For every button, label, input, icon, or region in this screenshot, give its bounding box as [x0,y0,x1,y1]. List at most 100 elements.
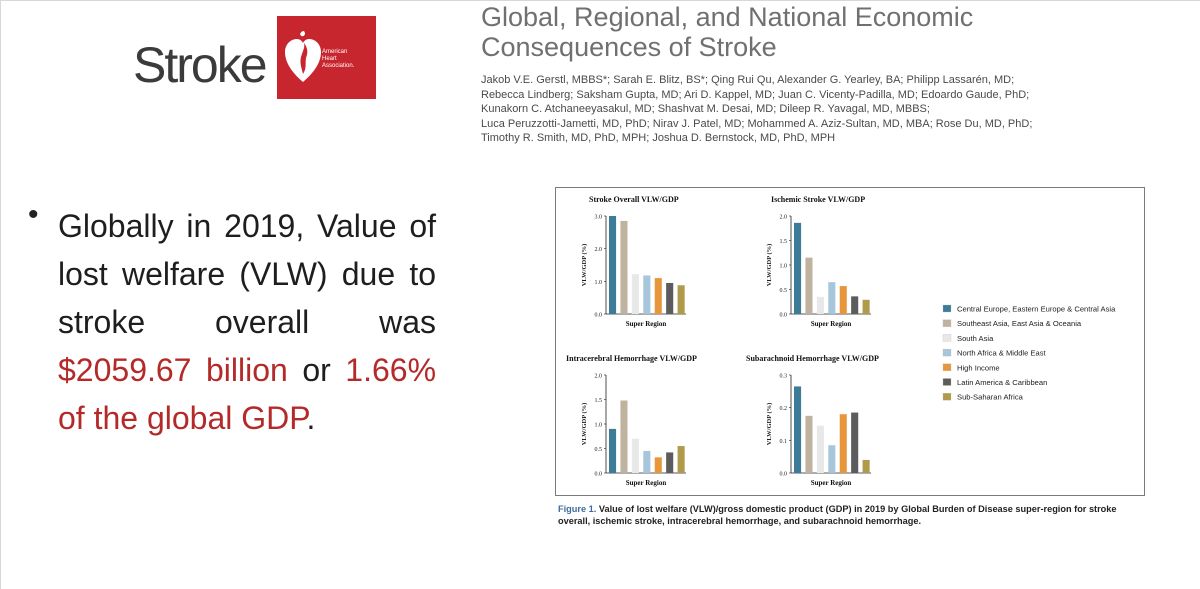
bar [666,452,674,473]
bar [666,282,674,314]
stroke-journal-logo: Stroke [133,37,268,93]
aha-line-2: Heart [322,56,337,62]
legend-label: Sub-Saharan Africa [957,393,1024,402]
chart-title: Subarachnoid Hemorrhage VLW/GDP [746,354,879,363]
gdp-share-highlight: 1.66% of the global GDP [58,352,437,436]
y-tick-label: 0.3 [780,374,788,380]
y-axis-label: VLW/GDP (%) [766,244,773,287]
bar [794,222,802,314]
bar [816,425,824,473]
x-axis-label: Super Region [811,479,852,487]
y-tick-label: 0.5 [780,288,788,294]
slide-border-top [0,0,1200,1]
bar [643,450,651,473]
legend-swatch [942,319,952,327]
chart-title: Stroke Overall VLW/GDP [589,195,679,204]
y-tick-label: 0.0 [780,472,788,478]
bullet-dot-icon: • [28,198,39,231]
y-tick-label: 2.0 [780,215,788,221]
legend-label: Southeast Asia, East Asia & Oceania [957,319,1082,328]
bar [677,285,685,314]
x-axis-label: Super Region [626,320,667,328]
aha-line-3: Association. [322,63,355,69]
bullet-text-part-3: . [306,400,316,436]
y-tick-label: 0.0 [595,313,603,319]
caption-label: Figure 1. [558,504,597,514]
y-axis-label: VLW/GDP (%) [766,403,773,446]
legend-swatch [942,393,952,401]
legend-swatch [942,363,952,371]
y-tick-label: 0.0 [595,472,603,478]
aha-text: American Heart Association. [322,49,372,70]
aha-logo: American Heart Association. [277,16,376,99]
legend-label: North Africa & Middle East [957,349,1047,358]
author-list: Jakob V.E. Gerstl, MBBS*; Sarah E. Blitz… [481,73,1121,146]
vlw-amount-highlight: $2059.67 billion [58,352,288,388]
legend-swatch [942,378,952,386]
bar [620,220,628,314]
figure-chart-svg: Stroke Overall VLW/GDP 0.0 1.0 2.0 3.0 VLW/GD… [566,195,1116,487]
chart-title: Intracerebral Hemorrhage VLW/GDP [566,354,697,363]
y-tick-label: 3.0 [595,215,603,221]
aha-line-1: American [322,49,348,55]
author-line: Jakob V.E. Gerstl, MBBS*; Sarah E. Blitz… [481,74,1015,86]
x-axis-label: Super Region [811,320,852,328]
bar [862,459,870,473]
bar [851,296,859,314]
bar [794,386,802,473]
bar [609,428,617,473]
y-tick-label: 0.2 [780,406,788,412]
y-axis-label: VLW/GDP (%) [581,403,588,446]
legend-label: South Asia [957,334,994,343]
figure-panel: Stroke Overall VLW/GDP 0.0 1.0 2.0 3.0 VLW/GD… [555,187,1145,496]
bar [631,438,639,473]
paper-title-line-2: Consequences of Stroke [481,32,777,62]
bullet-text: Globally in 2019, Value of lost welfare … [58,202,436,442]
bar [643,275,651,314]
y-tick-label: 1.5 [780,239,788,245]
bar [839,414,847,473]
bar [677,446,685,473]
bar [654,278,662,314]
chart-title: Ischemic Stroke VLW/GDP [771,195,865,204]
author-line: Timothy R. Smith, MD, PhD, MPH; Joshua D… [481,132,836,145]
paper-title: Global, Regional, and National Economic … [481,2,1101,62]
bullet-text-part-1: Globally in 2019, Value of lost welfare … [58,208,436,340]
bullet-text-part-2: or [287,352,346,388]
bar [620,400,628,473]
legend-label: Latin America & Caribbean [957,378,1047,387]
y-tick-label: 1.0 [595,280,603,286]
figure-caption: Figure 1. Value of lost welfare (VLW)/gr… [558,503,1138,527]
author-line: Luca Peruzzotti-Jametti, MD, PhD; Nirav … [481,117,1033,130]
bar [828,445,836,473]
y-tick-label: 2.0 [595,247,603,253]
bar [631,274,639,314]
y-tick-label: 0.5 [595,447,603,453]
y-axis-label: VLW/GDP (%) [581,244,588,287]
y-tick-label: 1.0 [780,264,788,270]
bar [828,282,836,314]
author-line: Rebecca Lindberg; Saksham Gupta, MD; Ari… [481,88,1030,101]
y-tick-label: 1.5 [595,398,603,404]
bar [862,299,870,314]
legend-swatch [942,304,952,313]
legend-swatch [942,348,952,357]
bar [816,296,824,314]
x-axis-label: Super Region [626,479,667,487]
paper-title-line-1: Global, Regional, and National Economic [481,2,974,32]
heart-torch-icon [285,31,321,82]
y-tick-label: 2.0 [595,374,603,380]
bar [839,286,847,314]
bar [609,216,617,314]
y-tick-label: 0.0 [780,313,788,319]
legend-label: High Income [957,363,1000,372]
bar [654,457,662,473]
bar [851,412,859,473]
legend-swatch [942,334,952,342]
caption-text: Value of lost welfare (VLW)/gross domest… [558,504,1117,526]
slide-border-left [0,0,1,589]
legend-label: Central Europe, Eastern Europe & Central… [957,305,1116,314]
bar [805,257,813,314]
bar [805,415,813,473]
y-tick-label: 1.0 [595,423,603,429]
